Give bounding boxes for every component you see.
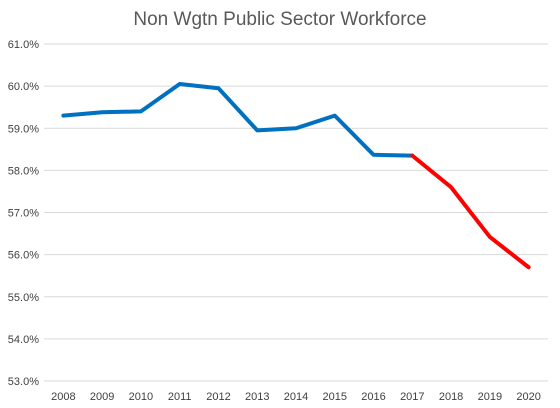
y-tick-label: 57.0% [8, 208, 39, 220]
gridlines [44, 43, 548, 382]
y-tick-label: 60.0% [8, 81, 39, 93]
chart-title: Non Wgtn Public Sector Workforce [133, 9, 426, 30]
series-line [61, 82, 415, 158]
series-line [410, 153, 531, 270]
y-tick-label: 53.0% [8, 376, 39, 388]
x-tick-label: 2009 [90, 391, 114, 403]
x-tick-label: 2020 [516, 391, 540, 403]
x-tick-label: 2017 [400, 391, 424, 403]
y-tick-label: 58.0% [8, 165, 39, 177]
x-tick-label: 2015 [323, 391, 347, 403]
x-tick-label: 2010 [129, 391, 153, 403]
y-tick-label: 54.0% [8, 334, 39, 346]
x-tick-label: 2018 [439, 391, 463, 403]
x-tick-label: 2013 [245, 391, 269, 403]
series-lines [61, 82, 531, 270]
y-tick-label: 56.0% [8, 250, 39, 262]
y-tick-label: 59.0% [8, 123, 39, 135]
y-tick-label: 55.0% [8, 292, 39, 304]
x-axis-ticks: 2008 2009 2010 2011 2012 2013 2014 2015 2016 2017… [51, 391, 541, 403]
x-tick-label: 2008 [51, 391, 75, 403]
x-tick-label: 2012 [206, 391, 230, 403]
x-tick-label: 2019 [478, 391, 502, 403]
x-tick-label: 2014 [284, 391, 308, 403]
y-tick-label: 61.0% [8, 39, 39, 51]
x-tick-label: 2011 [168, 391, 192, 403]
x-tick-label: 2016 [361, 391, 385, 403]
y-axis-ticks: 53.0% 54.0% 55.0% 56.0% 57.0% 58.0% 59.0% 60.0%… [8, 39, 39, 388]
